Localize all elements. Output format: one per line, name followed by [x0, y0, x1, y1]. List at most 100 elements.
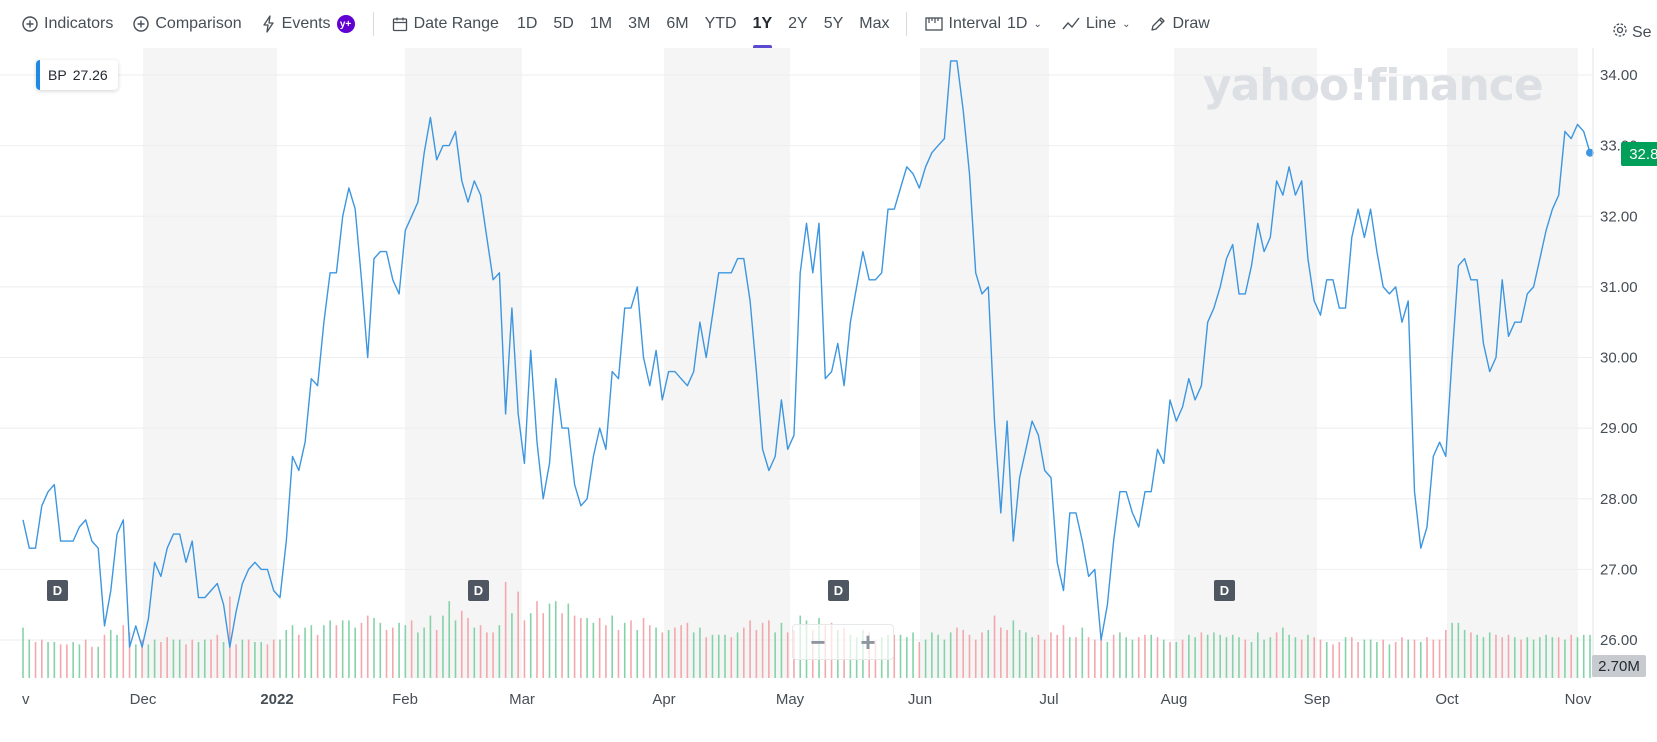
- last-price-badge: 32.89: [1621, 142, 1657, 166]
- volume-bar: [542, 613, 545, 678]
- volume-bar: [429, 615, 432, 678]
- volume-bar: [1156, 637, 1159, 678]
- volume-bar: [247, 639, 250, 678]
- range-button-max[interactable]: Max: [859, 15, 890, 32]
- y-tick-label: 31.00: [1600, 279, 1638, 296]
- x-tick-label: Aug: [1161, 691, 1188, 708]
- volume-bar: [743, 627, 745, 678]
- settings-button[interactable]: Se: [1612, 22, 1652, 43]
- volume-bar: [1075, 637, 1077, 678]
- range-button-2y[interactable]: 2Y: [788, 15, 808, 32]
- yahoo-finance-watermark: yahoo!finance: [1203, 60, 1544, 111]
- volume-bar: [1582, 634, 1585, 678]
- volume-bar: [1488, 632, 1491, 678]
- volume-bar: [1338, 642, 1341, 678]
- volume-bar: [442, 615, 444, 678]
- yahoo-plus-badge: y+: [336, 15, 355, 33]
- volume-bar: [667, 630, 670, 678]
- volume-bar: [229, 596, 231, 678]
- volume-bar: [899, 634, 902, 678]
- dividend-marker[interactable]: D: [828, 580, 849, 601]
- volume-bar: [166, 637, 168, 678]
- range-button-5y[interactable]: 5Y: [823, 15, 844, 32]
- volume-bar: [529, 613, 532, 678]
- volume-bar: [573, 615, 576, 678]
- volume-bar: [153, 639, 156, 678]
- volume-bar: [1351, 637, 1353, 678]
- dividend-marker[interactable]: D: [1214, 580, 1235, 601]
- volume-bar: [905, 637, 908, 678]
- comparison-label: Comparison: [155, 15, 242, 32]
- x-tick-label: Nov: [1565, 691, 1592, 708]
- symbol-legend[interactable]: BP 27.26: [36, 60, 118, 90]
- volume-bar: [536, 601, 538, 678]
- date-range-button[interactable]: Date Range: [382, 0, 509, 48]
- month-bands: [143, 48, 1578, 678]
- volume-bar: [918, 642, 921, 678]
- volume-bar: [448, 601, 451, 678]
- volume-bar: [41, 639, 43, 678]
- volume-bar: [1269, 637, 1272, 678]
- plus-circle-icon: [133, 16, 150, 32]
- comparison-button[interactable]: Comparison: [123, 0, 251, 48]
- dividend-marker[interactable]: D: [468, 580, 489, 601]
- volume-bar: [335, 625, 338, 678]
- range-button-5d[interactable]: 5D: [553, 15, 574, 32]
- volume-bar: [59, 644, 62, 678]
- volume-bar: [467, 618, 469, 678]
- volume-bar: [1325, 642, 1328, 678]
- volume-bar: [949, 632, 952, 678]
- volume-bar: [1438, 639, 1441, 678]
- month-band: [664, 48, 790, 678]
- dividend-marker[interactable]: D: [47, 580, 68, 601]
- volume-bar: [1012, 620, 1015, 678]
- volume-bar: [178, 639, 181, 678]
- volume-bar: [580, 618, 582, 678]
- indicators-button[interactable]: Indicators: [0, 0, 123, 48]
- interval-button[interactable]: Interval 1D ⌄: [915, 0, 1052, 48]
- events-button[interactable]: Events y+: [252, 0, 365, 48]
- volume-bar: [1545, 634, 1547, 678]
- volume-bar: [1539, 637, 1541, 678]
- volume-bar: [28, 639, 31, 678]
- volume-bar: [84, 639, 87, 678]
- volume-bar: [423, 627, 425, 678]
- volume-bar: [636, 630, 639, 678]
- volume-bar: [316, 634, 319, 678]
- zoom-out-button[interactable]: −: [810, 626, 826, 657]
- range-button-1d[interactable]: 1D: [516, 15, 538, 32]
- volume-bar: [1087, 637, 1090, 678]
- volume-bar: [1282, 627, 1284, 678]
- volume-bar: [417, 632, 419, 678]
- volume-bar: [435, 630, 438, 678]
- volume-bar: [1231, 634, 1234, 678]
- volume-bar: [323, 625, 325, 678]
- range-button-1m[interactable]: 1M: [589, 15, 613, 32]
- volume-bar: [655, 627, 657, 678]
- volume-bar: [1256, 632, 1259, 678]
- volume-bar: [147, 644, 150, 678]
- volume-bar: [1131, 639, 1134, 678]
- month-band: [1174, 48, 1317, 678]
- range-button-6m[interactable]: 6M: [666, 15, 689, 32]
- zoom-in-button[interactable]: +: [860, 626, 876, 657]
- ruler-icon: [924, 16, 943, 32]
- price-chart[interactable]: 26.0027.0028.0029.0030.0031.0032.0033.00…: [0, 48, 1657, 742]
- volume-bar: [1206, 634, 1209, 678]
- volume-bar: [504, 582, 507, 678]
- volume-bar: [605, 625, 607, 678]
- month-band: [1447, 48, 1578, 678]
- volume-bar: [1576, 637, 1579, 678]
- chart-type-button[interactable]: Line ⌄: [1052, 0, 1141, 48]
- volume-bar: [962, 630, 964, 678]
- range-button-ytd[interactable]: YTD: [704, 15, 737, 32]
- range-button-3m[interactable]: 3M: [628, 15, 651, 32]
- plus-circle-icon: [22, 16, 38, 32]
- volume-bar: [398, 622, 400, 678]
- volume-bar: [630, 620, 632, 678]
- x-axis: v Dec 2022 Feb Mar Apr May Jun Jul Aug Sep Oct Nov: [22, 691, 1592, 708]
- volume-bar: [1551, 637, 1554, 678]
- range-button-1y[interactable]: 1Y: [745, 0, 781, 48]
- volume-bar: [1112, 634, 1115, 678]
- draw-button[interactable]: Draw: [1140, 0, 1219, 48]
